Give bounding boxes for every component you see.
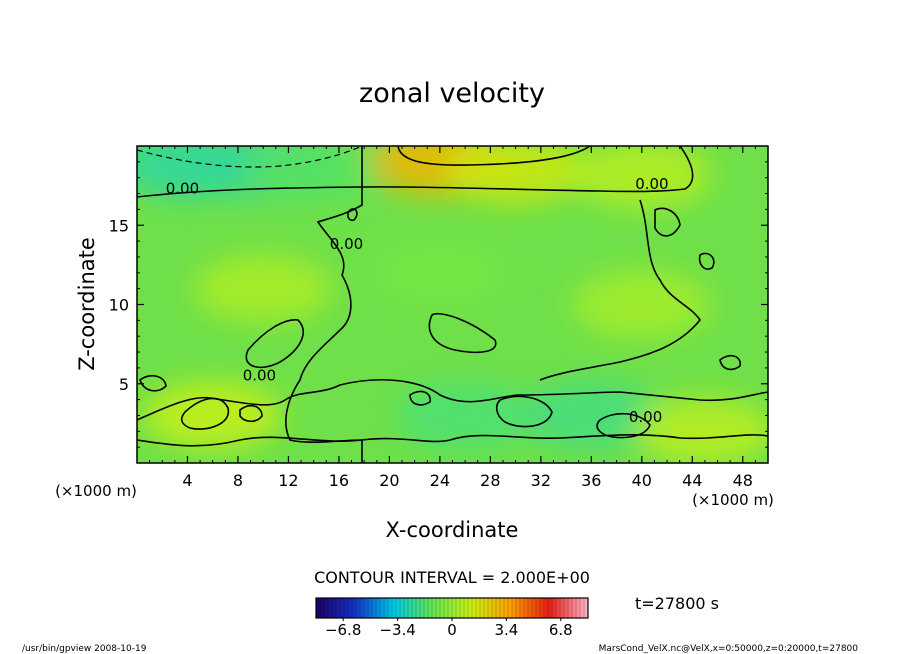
contour-line-right: [539, 199, 701, 381]
contour-line-blob-4: [495, 395, 553, 428]
time-label: t=27800 s: [635, 594, 719, 613]
field-sample-11: [521, 381, 662, 450]
chart-title: zonal velocity: [359, 78, 545, 109]
contour-line-blob-10: [409, 390, 431, 406]
colorbar-tick-label-1: −3.4: [379, 621, 415, 639]
x-axis-label: X-coordinate: [386, 518, 519, 542]
x-tick-label-1: 8: [233, 471, 243, 490]
contour-line-blob-8: [239, 404, 263, 423]
x-axis-ticks: 4 8 12 16 20 24 28 32 36 40 44 48: [149, 146, 756, 490]
colorbar-ticks: −6.8 −3.4 0 3.4 6.8: [325, 618, 573, 639]
x-tick-label-7: 32: [531, 471, 551, 490]
x-tick-label-6: 28: [480, 471, 500, 490]
field-sample-6: [193, 254, 334, 323]
field-sample-8: [571, 270, 712, 339]
contour-line-upper-left: [397, 146, 591, 166]
x-tick-label-2: 12: [278, 471, 298, 490]
contour-line-blob-11: [139, 374, 167, 392]
x-tick-label-10: 44: [682, 471, 702, 490]
plot-area: 0.000.000.000.000.00 4 8 12 16 20 24 28 32 36 40 4…: [109, 145, 769, 490]
contour-label-0: 0.00: [166, 180, 199, 198]
contour-label-4: 0.00: [629, 408, 662, 426]
contour-line-lower: [137, 379, 768, 421]
x-tick-label-9: 40: [632, 471, 652, 490]
contour-lines: [137, 146, 768, 463]
field-sample-7: [369, 238, 510, 307]
x-tick-label-11: 48: [733, 471, 753, 490]
x-tick-label-8: 36: [581, 471, 601, 490]
colorbar-tick-label-2: 0: [447, 621, 457, 639]
contour-line-blob-1: [428, 313, 497, 354]
velocity-field: [137, 146, 768, 463]
contour-line-blob-5: [596, 412, 651, 439]
contour-line-vertical: [285, 146, 363, 463]
contour-label-2: 0.00: [243, 367, 276, 385]
contour-line-top: [137, 146, 694, 198]
x-tick-label-4: 20: [379, 471, 399, 490]
field-sample-2: [243, 146, 384, 204]
y-tick-label-1: 10: [109, 296, 129, 315]
contour-line-blob-7: [698, 252, 715, 270]
contour-line-blob-6: [654, 207, 681, 237]
x-axis-unit-left: (×1000 m): [55, 482, 137, 500]
contour-label-3: 0.00: [635, 175, 668, 193]
contour-line-blob-3: [180, 397, 229, 430]
footer-right: MarsCond_VelX.nc@VelX,x=0:50000,z=0:2000…: [599, 644, 859, 654]
field-sample-12: [634, 397, 768, 463]
contour-labels: 0.00 0.00 0.00 0.00 0.00: [166, 175, 669, 426]
field-sample-9: [142, 381, 283, 450]
contour-line-dashed: [137, 146, 363, 168]
footer-left: /usr/bin/gpview 2008-10-19: [22, 644, 147, 654]
x-tick-label-3: 16: [329, 471, 349, 490]
colorbar-tick-label-3: 3.4: [494, 621, 518, 639]
y-tick-label-2: 15: [109, 216, 129, 235]
contour-interval-label: CONTOUR INTERVAL = 2.000E+00: [314, 568, 590, 587]
contour-line-blob-12: [719, 354, 741, 371]
colorbar-tick-label-0: −6.8: [325, 621, 361, 639]
y-axis-ticks: 5 10 15: [109, 161, 768, 448]
y-axis-label: Z-coordinate: [75, 237, 99, 371]
colorbar: −6.8 −3.4 0 3.4 6.8: [315, 597, 589, 639]
contour-line-blob-9: [347, 208, 358, 222]
colorbar-stripes: [319, 598, 585, 618]
contour-line-blob-2: [245, 319, 304, 369]
x-axis-unit-right: (×1000 m): [692, 491, 774, 509]
y-tick-label-0: 5: [119, 375, 129, 394]
contour-line-bottom: [137, 434, 768, 447]
x-tick-label-0: 4: [182, 471, 192, 490]
field-sample-5: [571, 146, 712, 209]
colorbar-tick-label-4: 6.8: [549, 621, 573, 639]
contour-label-1: 0.00: [330, 235, 363, 253]
x-tick-label-5: 24: [430, 471, 450, 490]
